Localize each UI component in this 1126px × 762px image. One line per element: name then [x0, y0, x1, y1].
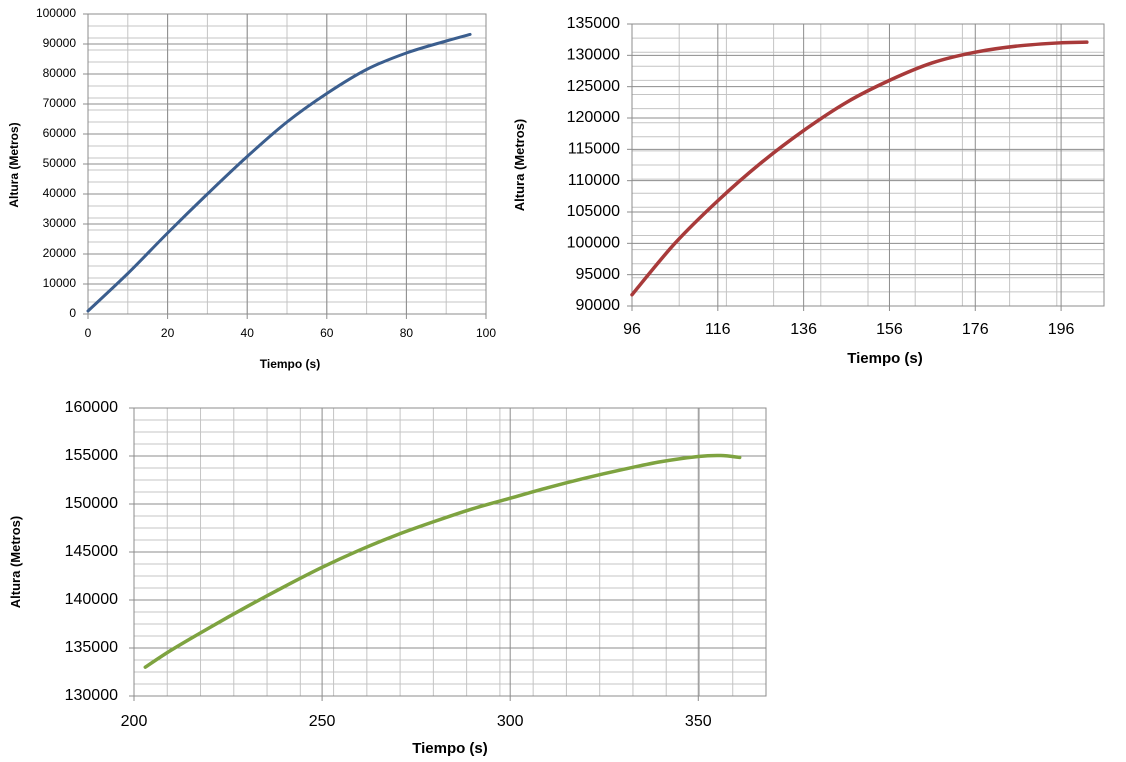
series-line	[630, 40, 1089, 297]
y-tick-label: 95000	[576, 266, 621, 283]
plot-border	[631, 23, 1105, 307]
y-tick-label: 20000	[43, 246, 77, 260]
y-tick-label: 100000	[36, 6, 76, 20]
x-tick-label: 40	[241, 326, 255, 340]
x-axis-title: Tiempo (s)	[412, 740, 488, 757]
x-axis-title: Tiempo (s)	[260, 357, 320, 371]
x-tick-label: 156	[876, 321, 903, 338]
y-tick-label: 120000	[567, 109, 620, 126]
y-tick-label: 105000	[567, 203, 620, 220]
y-tick-label: 90000	[43, 36, 77, 50]
y-tick-label: 40000	[43, 186, 77, 200]
y-tick-label: 60000	[43, 126, 77, 140]
x-tick-label: 200	[121, 713, 148, 730]
x-tick-label: 176	[962, 321, 989, 338]
y-tick-label: 0	[69, 306, 76, 320]
y-tick-label: 135000	[65, 639, 118, 656]
y-tick-label: 110000	[568, 172, 620, 189]
y-tick-label: 90000	[576, 297, 621, 314]
series-line	[143, 453, 742, 669]
y-tick-label: 115000	[568, 141, 620, 158]
x-tick-label: 80	[400, 326, 414, 340]
y-tick-label: 155000	[65, 447, 118, 464]
chart-2-svg: 90000 95000 100000 105000 110000 115000 120000…	[512, 15, 1105, 367]
y-tick-label: 135000	[567, 15, 620, 32]
x-tick-label: 20	[161, 326, 175, 340]
y-tick-label: 80000	[43, 66, 77, 80]
x-tick-label: 0	[85, 326, 92, 340]
y-tick-label: 145000	[65, 543, 118, 560]
series-line	[86, 32, 472, 313]
y-tick-label: 130000	[65, 687, 118, 704]
x-tick-label: 100	[476, 326, 496, 340]
x-tick-label: 300	[497, 713, 524, 730]
chart-1-svg: 0 10000 20000 30000 40000 50000 60000 70000 8000…	[7, 6, 496, 371]
y-axis-title: Altura (Metros)	[512, 119, 527, 211]
y-axis-title: Altura (Metros)	[8, 516, 23, 608]
x-tick-label: 196	[1048, 321, 1075, 338]
x-tick-label: 136	[790, 321, 817, 338]
y-tick-label: 50000	[43, 156, 77, 170]
major-grid	[631, 23, 1104, 307]
y-tick-label: 150000	[65, 495, 118, 512]
chart-3-svg: 130000 135000 140000 145000 150000 155000 1600…	[8, 399, 767, 757]
y-tick-label: 10000	[43, 276, 77, 290]
y-tick-label: 70000	[43, 96, 77, 110]
chart-altura-200-350: 130000 135000 140000 145000 150000 155000 1600…	[0, 380, 800, 762]
x-tick-label: 250	[309, 713, 336, 730]
x-tick-label: 60	[320, 326, 334, 340]
minor-grid	[632, 24, 1104, 306]
chart-altura-0-100: 0 10000 20000 30000 40000 50000 60000 70000 8000…	[0, 0, 520, 380]
y-tick-label: 160000	[65, 399, 118, 416]
x-tick-label: 350	[685, 713, 712, 730]
y-tick-label: 30000	[43, 216, 77, 230]
y-tick-label: 140000	[65, 591, 118, 608]
y-tick-label: 130000	[567, 47, 620, 64]
y-tick-label: 125000	[567, 78, 620, 95]
chart-altura-96-196: 90000 95000 100000 105000 110000 115000 120000…	[505, 0, 1126, 380]
x-axis-title: Tiempo (s)	[847, 350, 923, 367]
x-tick-label: 96	[623, 321, 641, 338]
y-tick-label: 100000	[567, 235, 620, 252]
x-tick-label: 116	[705, 321, 731, 338]
y-axis-title: Altura (Metros)	[7, 122, 21, 207]
